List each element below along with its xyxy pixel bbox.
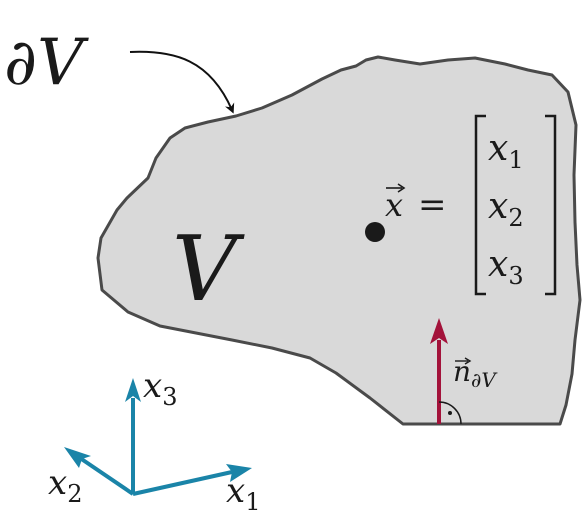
coordinate-axes (64, 378, 252, 496)
position-vec-arrow (386, 183, 406, 193)
column-vector-brackets (474, 114, 557, 296)
position-vector-symbol: x (385, 186, 403, 224)
boundary-v-symbol: V (37, 26, 89, 100)
boundary-pointer-arrow (129, 50, 235, 114)
normal-label: n∂V (453, 355, 498, 392)
region-volume (96, 55, 582, 426)
position-point (365, 222, 385, 242)
axis-x1-label: x1 (226, 471, 260, 516)
normal-vec-arrow-accent (455, 357, 472, 365)
right-angle-marker (438, 401, 462, 425)
vector-entry-3: x3 (488, 244, 524, 290)
normal-vector-head (430, 318, 448, 344)
axis-x3-label: x3 (143, 366, 177, 411)
equals-sign: = (418, 185, 447, 225)
right-angle-dot (448, 411, 452, 415)
axis-x2 (78, 456, 135, 496)
axis-x2-label: x2 (48, 463, 82, 508)
vector-entry-2: x2 (488, 186, 524, 232)
vector-entry-1: x1 (488, 128, 524, 174)
boundary-label: ∂V (4, 26, 89, 100)
boundary-partial-symbol: ∂ (4, 26, 37, 100)
axis-x1 (132, 470, 233, 496)
volume-label: V (172, 217, 245, 322)
